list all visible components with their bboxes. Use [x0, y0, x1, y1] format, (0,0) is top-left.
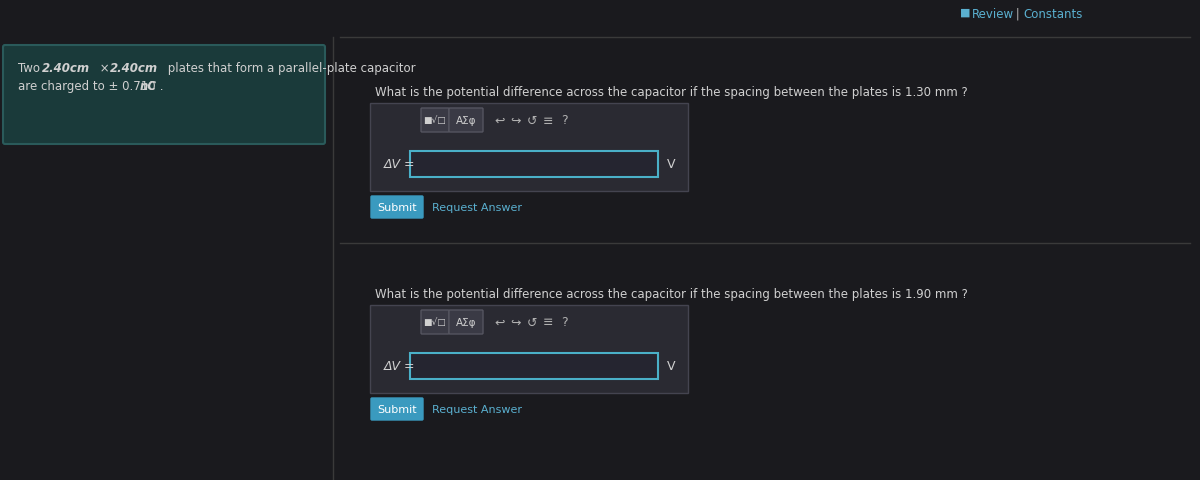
Text: Two: Two — [18, 62, 43, 75]
Text: nC: nC — [140, 80, 157, 93]
Text: ↩: ↩ — [494, 114, 505, 127]
FancyBboxPatch shape — [370, 104, 688, 192]
Text: V: V — [667, 158, 676, 171]
Text: Submit: Submit — [377, 203, 416, 213]
FancyBboxPatch shape — [371, 197, 424, 218]
FancyBboxPatch shape — [370, 305, 688, 393]
Text: Request Answer: Request Answer — [432, 404, 522, 414]
Text: are charged to ± 0.710: are charged to ± 0.710 — [18, 80, 160, 93]
Text: Review: Review — [972, 8, 1014, 21]
Text: 2.40cm: 2.40cm — [42, 62, 90, 75]
Text: ΔV =: ΔV = — [384, 158, 415, 171]
Text: AΣφ: AΣφ — [456, 317, 476, 327]
Text: ↪: ↪ — [511, 316, 521, 329]
Text: ×: × — [96, 62, 113, 75]
Text: Constants: Constants — [1022, 8, 1082, 21]
Text: plates that form a parallel-plate capacitor: plates that form a parallel-plate capaci… — [164, 62, 415, 75]
Text: ↪: ↪ — [511, 114, 521, 127]
Text: Submit: Submit — [377, 404, 416, 414]
Text: |: | — [1012, 8, 1024, 21]
FancyBboxPatch shape — [449, 311, 482, 334]
Text: ↺: ↺ — [527, 114, 538, 127]
FancyBboxPatch shape — [421, 109, 449, 133]
Text: ■: ■ — [960, 8, 974, 18]
Text: ≡: ≡ — [542, 316, 553, 329]
Text: V: V — [667, 360, 676, 373]
Text: ■√□: ■√□ — [424, 318, 446, 327]
Text: ?: ? — [560, 316, 568, 329]
Text: ↺: ↺ — [527, 316, 538, 329]
Text: ≡: ≡ — [542, 114, 553, 127]
Text: .: . — [156, 80, 163, 93]
FancyBboxPatch shape — [421, 311, 449, 334]
Text: What is the potential difference across the capacitor if the spacing between the: What is the potential difference across … — [374, 288, 968, 300]
FancyBboxPatch shape — [2, 46, 325, 144]
Text: ■√□: ■√□ — [424, 116, 446, 125]
Text: What is the potential difference across the capacitor if the spacing between the: What is the potential difference across … — [374, 86, 967, 99]
Text: 2.40cm: 2.40cm — [110, 62, 158, 75]
Text: Request Answer: Request Answer — [432, 203, 522, 213]
FancyBboxPatch shape — [371, 398, 424, 420]
Bar — [410, 152, 658, 178]
Text: ↩: ↩ — [494, 316, 505, 329]
Text: AΣφ: AΣφ — [456, 116, 476, 126]
Bar — [410, 353, 658, 379]
FancyBboxPatch shape — [449, 109, 482, 133]
Text: ?: ? — [560, 114, 568, 127]
Text: ΔV =: ΔV = — [384, 360, 415, 373]
